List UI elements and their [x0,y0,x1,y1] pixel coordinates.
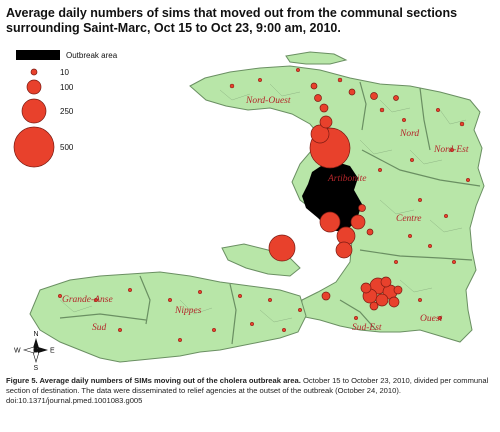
region-label-sud: Sud [92,323,107,333]
compass-arrow-south [32,351,40,364]
circle-small [348,88,356,96]
border-ouest-sudest [339,299,377,331]
circle-small [366,228,374,236]
circle-small [310,82,318,90]
border-nord-nordest [419,87,431,151]
circle-small [369,301,379,311]
border-grandeanse-sud [59,313,147,321]
circle-small [358,204,366,212]
circle-medium [388,296,400,308]
map-title: Average daily numbers of sims that moved… [6,6,458,35]
outbreak-area [302,160,362,232]
circle-medium [310,124,330,144]
legend: Outbreak area 10 100 250 500 [13,50,118,168]
region-label-artibonite: Artibonite [327,174,367,184]
haiti-map: Nord-Ouest Nord Nord-Est Artibonite Cent… [13,50,485,372]
legend-circle-10 [30,68,38,76]
compass-e: E [50,348,55,355]
circle-medium [319,211,341,233]
circle-small [380,276,392,288]
gonave-island [221,243,301,277]
border-artibonite-centre [361,149,481,187]
region-label-nord: Nord [399,129,419,139]
region-label-nord-ouest: Nord-Ouest [245,96,291,106]
compass-arrow-north [33,338,39,348]
circle-medium [360,282,372,294]
compass-rose: N S E W [14,331,55,372]
border-centre-ouest [359,249,473,261]
legend-label-100: 100 [60,83,74,92]
border-grandeanse-nippes [139,275,151,325]
circle-small [314,94,322,102]
circle-small [393,285,403,295]
legend-label-250: 250 [60,107,74,116]
circle-medium [375,293,389,307]
legend-circle-500 [13,126,55,168]
destination-dots [57,67,471,343]
border-nordouest-nord [359,81,367,131]
compass-s: S [34,365,39,372]
region-label-ouest: Ouest [420,314,443,324]
circle-medium [335,241,353,259]
legend-label-500: 500 [60,143,74,152]
legend-circle-100 [26,79,42,95]
legend-outbreak-label: Outbreak area [66,51,118,60]
figure-caption: Figure 5. Average daily numbers of SIMs … [6,376,496,406]
region-labels: Nord-Ouest Nord Nord-Est Artibonite Cent… [62,96,469,333]
legend-outbreak-swatch [16,50,60,60]
border-nippes-ouest [229,283,237,345]
legend-label-10: 10 [60,68,69,77]
circle-small [321,291,331,301]
communal-sections [59,83,467,323]
circle-small [319,103,329,113]
tortuga-island [285,51,348,65]
destination-circles [268,82,403,311]
department-borders [59,81,481,345]
region-label-centre: Centre [396,214,422,224]
compass-n: N [34,331,39,338]
legend-circle-250 [21,98,47,124]
circle-medium [350,214,366,230]
region-label-sud-est: Sud-Est [352,323,382,333]
caption-text: October 15 to October 23, 2010, divided … [6,376,489,405]
caption-figure-label: Figure 5. Average daily numbers of SIMs … [6,376,301,385]
region-label-nord-est: Nord-Est [433,145,469,155]
circle-large [268,234,296,262]
compass-center [33,347,39,353]
compass-arrow-west [22,346,35,354]
circle-small [393,95,399,101]
region-label-grande-anse: Grande-Anse [62,295,113,305]
circle-medium [319,115,333,129]
compass-arrow-east [38,347,48,353]
region-label-nippes: Nippes [174,306,202,316]
southern-peninsula [29,271,307,363]
circle-small [370,92,378,100]
compass-w: W [14,348,21,355]
